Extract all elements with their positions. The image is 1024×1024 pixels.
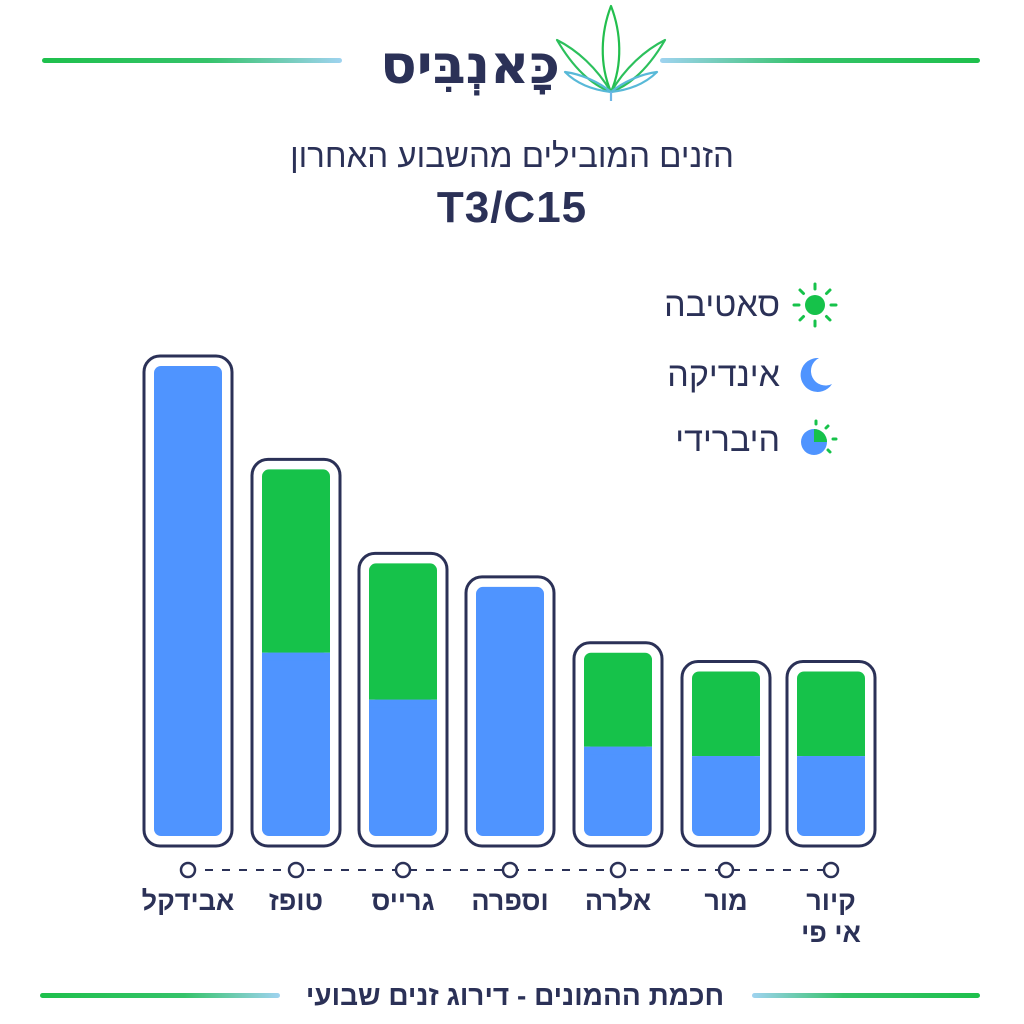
category-label: מור [704, 886, 747, 916]
bar-segment-sativa [262, 469, 330, 653]
footer-caption: חכמת ההמונים - דירוג זנים שבועי [305, 980, 725, 1011]
category-label: אבידקל [142, 886, 235, 916]
chart-subtitle: הזנים המובילים מהשבוע האחרון [290, 137, 734, 174]
bar-segment-sativa-join [692, 748, 760, 757]
bar-segment-sativa-join [369, 691, 437, 700]
category-label: וספרה [471, 886, 548, 916]
hybrid-icon [801, 419, 838, 455]
axis-marker-dot [822, 861, 840, 879]
brand-name: כָּאנְבִּיס [380, 33, 560, 96]
axis-marker-dot [287, 861, 305, 879]
bar-segment-indica [154, 366, 222, 836]
bar-segment-indica [476, 586, 544, 836]
legend-item-indica: אינדיקה [560, 350, 840, 400]
footer-divider-left [40, 993, 280, 998]
bar-segment-sativa [797, 671, 865, 757]
legend-item-sativa: סאטיבה [560, 280, 840, 330]
axis-marker-dot [179, 861, 197, 879]
category-label: אי פי [801, 918, 861, 948]
bar-segment-indica-join [584, 746, 652, 755]
bar-segment-sativa [584, 652, 652, 747]
legend-label-indica: אינדיקה [667, 356, 780, 394]
bar-segment-indica [262, 652, 330, 836]
sun-icon [792, 282, 838, 328]
legend-label-hybrid: היברידי [675, 421, 780, 459]
footer-divider-right [752, 993, 980, 998]
axis-marker-dot [717, 861, 735, 879]
bar-segment-sativa [369, 563, 437, 700]
category-label: גרייס [371, 886, 434, 916]
brand-divider-right [660, 58, 980, 63]
bar-segment-indica-join [262, 652, 330, 661]
category-label: קיור [806, 886, 856, 916]
axis-marker-dot [609, 861, 627, 879]
bar-segment-sativa-join [797, 748, 865, 757]
bar-segment-indica [797, 756, 865, 836]
cannabis-leaf-logo-icon [555, 4, 667, 101]
bar-segment-indica [692, 756, 760, 836]
bar-segment-indica [369, 699, 437, 836]
bar-segment-sativa-join [262, 644, 330, 653]
bar-segment-indica-join [369, 699, 437, 708]
legend-label-sativa: סאטיבה [664, 286, 780, 324]
brand-divider-left [42, 58, 342, 63]
bar-segment-sativa [692, 671, 760, 757]
bar-segment-indica-join [797, 756, 865, 765]
bar-segment-indica-join [692, 756, 760, 765]
category-label: טופז [269, 886, 323, 916]
bar-segment-sativa-join [584, 738, 652, 747]
moon-icon [800, 357, 832, 392]
axis-marker-dot [394, 861, 412, 879]
category-label: אלרה [585, 886, 651, 916]
bar-segment-indica [584, 746, 652, 836]
axis-marker-dot [501, 861, 519, 879]
chart-title: T3/C15 [436, 183, 588, 232]
legend-item-hybrid: היברידי [560, 415, 840, 465]
